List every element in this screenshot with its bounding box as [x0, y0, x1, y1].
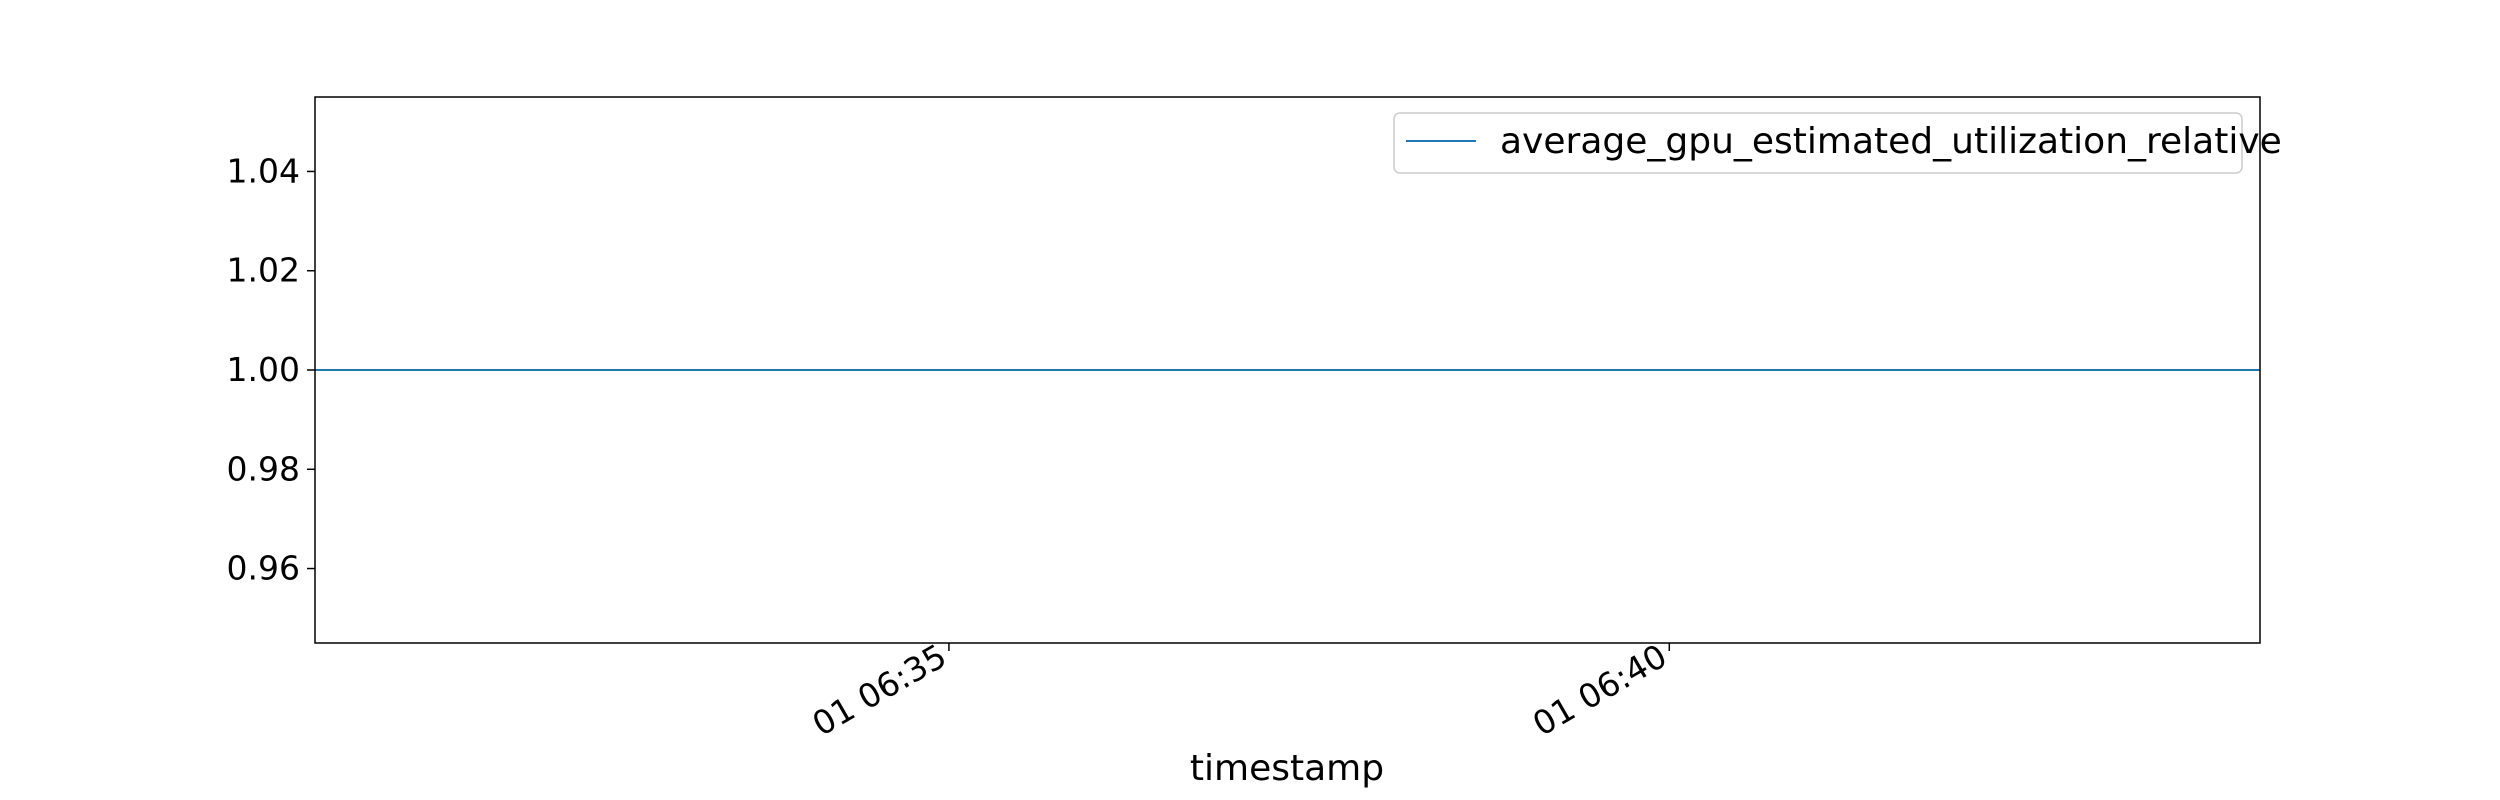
y-tick-label: 0.96: [227, 549, 300, 588]
legend-box: [1393, 112, 2243, 174]
y-tick-label: 1.00: [227, 350, 300, 389]
x-axis-label: timestamp: [1190, 748, 1384, 789]
y-axis: 0.96 0.98 1.00 1.02 1.04: [227, 151, 315, 588]
y-tick-label: 1.04: [227, 151, 300, 190]
y-tick-label: 0.98: [227, 449, 300, 488]
legend-label: average_gpu_estimated_utilization_relati…: [1500, 121, 2282, 162]
y-tick-label: 1.02: [227, 251, 300, 290]
legend: average_gpu_estimated_utilization_relati…: [1393, 112, 2282, 174]
